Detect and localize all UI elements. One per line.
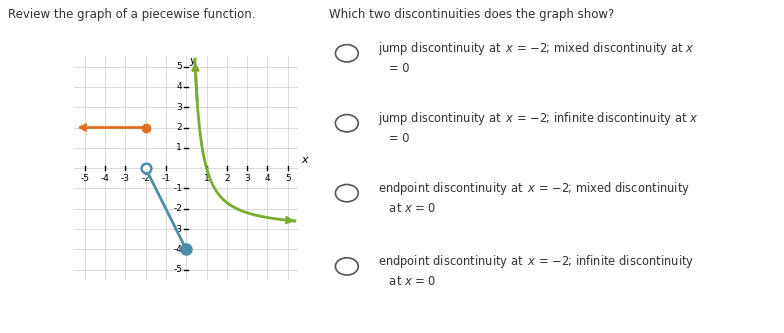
Text: 3: 3 — [245, 174, 250, 183]
Text: jump discontinuity at  $x$ = −2; mixed discontinuity at $x$
   = 0: jump discontinuity at $x$ = −2; mixed di… — [378, 40, 694, 75]
Text: -4: -4 — [173, 245, 182, 254]
Text: 5: 5 — [176, 62, 182, 71]
Text: Which two discontinuities does the graph show?: Which two discontinuities does the graph… — [329, 8, 615, 21]
Text: 4: 4 — [265, 174, 270, 183]
Text: endpoint discontinuity at  $x$ = −2; mixed discontinuity
   at $x$ = 0: endpoint discontinuity at $x$ = −2; mixe… — [378, 180, 690, 215]
Text: 1: 1 — [204, 174, 209, 183]
Text: -3: -3 — [173, 224, 182, 234]
Text: -1: -1 — [162, 174, 170, 183]
Text: -1: -1 — [173, 184, 182, 193]
Text: 2: 2 — [176, 123, 182, 132]
Text: 2: 2 — [224, 174, 230, 183]
Text: -5: -5 — [173, 265, 182, 274]
Text: 5: 5 — [285, 174, 291, 183]
Text: endpoint discontinuity at  $x$ = −2; infinite discontinuity
   at $x$ = 0: endpoint discontinuity at $x$ = −2; infi… — [378, 253, 694, 288]
Text: -3: -3 — [121, 174, 130, 183]
Text: 3: 3 — [176, 103, 182, 112]
Text: 4: 4 — [176, 82, 182, 92]
Text: jump discontinuity at  $x$ = −2; infinite discontinuity at $x$
   = 0: jump discontinuity at $x$ = −2; infinite… — [378, 110, 698, 145]
Text: -5: -5 — [80, 174, 89, 183]
Text: -2: -2 — [173, 204, 182, 213]
Text: x: x — [301, 155, 307, 165]
Text: 1: 1 — [176, 143, 182, 153]
Text: y: y — [189, 57, 196, 67]
Text: -4: -4 — [100, 174, 110, 183]
Text: -2: -2 — [141, 174, 150, 183]
Text: Review the graph of a piecewise function.: Review the graph of a piecewise function… — [8, 8, 256, 21]
